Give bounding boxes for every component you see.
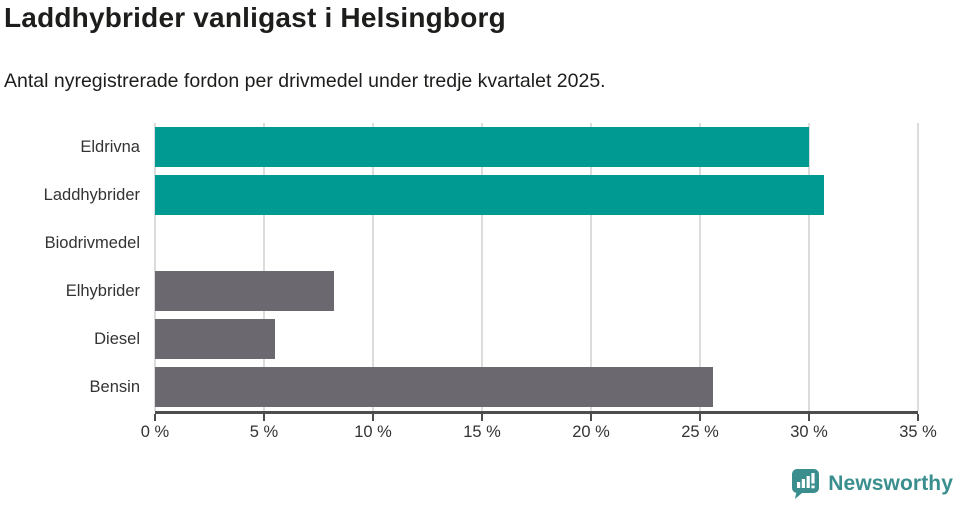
x-tick-mark (808, 414, 810, 421)
x-tick-mark (154, 414, 156, 421)
bar-row (155, 267, 918, 315)
x-tick-label: 15 % (463, 423, 501, 441)
grid-line (917, 123, 919, 411)
x-tick-label: 5 % (249, 423, 279, 441)
bar-chart-speech-bubble-icon (792, 469, 820, 499)
category-label: Elhybrider (65, 282, 140, 300)
y-axis-labels: Eldrivna Laddhybrider Biodrivmedel Elhybrid… (0, 123, 140, 411)
x-tick-mark (263, 414, 265, 421)
x-tick-mark (590, 414, 592, 421)
newsworthy-logo: Newsworthy (790, 468, 953, 499)
x-tick-label: 25 % (681, 423, 719, 441)
x-tick-label: 20 % (572, 423, 610, 441)
bar-eldrivna (155, 127, 809, 167)
bar-bensin (155, 367, 714, 407)
x-axis: 0 % 5 % 10 % 15 % 20 % 25 % 30 % 35 % (141, 411, 937, 441)
category-label: Biodrivmedel (44, 234, 140, 252)
bar-row (155, 315, 918, 363)
bar-laddhybrider (155, 175, 825, 215)
grid-line (481, 123, 483, 411)
bar-row (155, 219, 918, 267)
x-tick-mark (917, 414, 919, 421)
x-tick-label: 10 % (354, 423, 392, 441)
bar-diesel (155, 319, 275, 359)
grid-line (590, 123, 592, 411)
x-tick-label: 30 % (790, 423, 828, 441)
bar-row (155, 363, 918, 411)
category-label: Diesel (94, 330, 140, 348)
bar-row (155, 123, 918, 171)
category-label: Eldrivna (80, 138, 140, 156)
grid-line (154, 123, 156, 411)
bar-elhybrider (155, 271, 334, 311)
grid-line (699, 123, 701, 411)
chart-title: Laddhybrider vanligast i Helsingborg (4, 2, 506, 33)
grid-line (263, 123, 265, 411)
newsworthy-wordmark: Newsworthy (828, 471, 953, 495)
grid-line (372, 123, 374, 411)
chart-subtitle: Antal nyregistrerade fordon per drivmede… (4, 70, 606, 92)
x-tick-label: 35 % (899, 423, 937, 441)
category-label: Laddhybrider (43, 186, 140, 204)
x-tick-label: 0 % (140, 423, 170, 441)
grid-line (808, 123, 810, 411)
bar-chart-plot-area (154, 123, 919, 411)
x-tick-mark (699, 414, 701, 421)
bar-row (155, 171, 918, 219)
x-tick-mark (372, 414, 374, 421)
x-tick-mark (481, 414, 483, 421)
category-label: Bensin (89, 378, 140, 396)
